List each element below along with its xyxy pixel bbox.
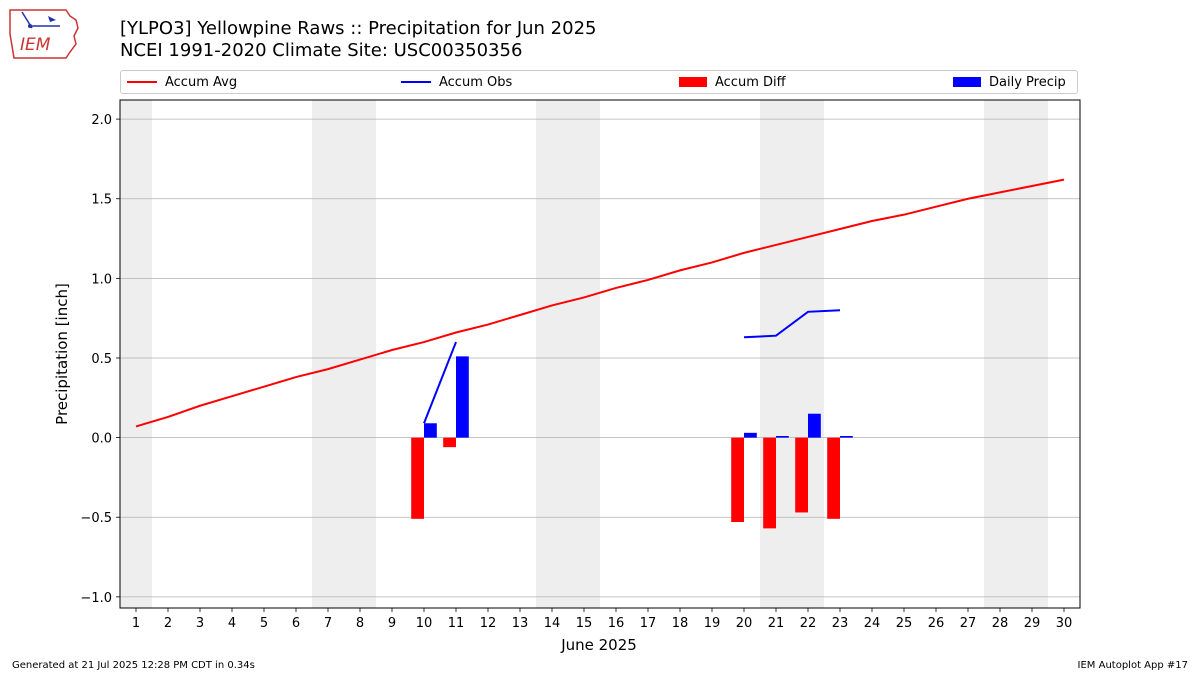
- xtick-label-17: 18: [672, 616, 689, 631]
- ytick-label-2: 0.0: [91, 432, 112, 447]
- x-axis-label: June 2025: [560, 636, 637, 654]
- legend-label: Daily Precip: [989, 74, 1066, 90]
- daily-precip-bar-23: [840, 436, 853, 438]
- weekend-band-0: [120, 100, 152, 608]
- xtick-label-9: 10: [416, 616, 433, 631]
- chart-subtitle: NCEI 1991-2020 Climate Site: USC00350356: [120, 40, 523, 61]
- legend-label: Accum Avg: [165, 74, 238, 90]
- accum-diff-bar-11: [443, 437, 456, 448]
- legend-swatch-accum-obs: [401, 81, 431, 83]
- xtick-label-24: 25: [896, 616, 913, 631]
- ytick-label-5: 1.5: [91, 193, 112, 208]
- weekend-band-4: [984, 100, 1048, 608]
- accum-diff-bar-21: [763, 437, 776, 529]
- xtick-label-13: 14: [544, 616, 561, 631]
- xtick-label-10: 11: [448, 616, 465, 631]
- xtick-label-8: 9: [388, 616, 396, 631]
- ytick-label-6: 2.0: [91, 113, 112, 128]
- daily-precip-bar-10: [424, 423, 437, 438]
- generated-timestamp: Generated at 21 Jul 2025 12:28 PM CDT in…: [12, 660, 255, 671]
- accum-diff-bar-23: [827, 437, 840, 519]
- xtick-label-21: 22: [800, 616, 817, 631]
- legend-label: Accum Diff: [715, 74, 786, 90]
- accum-diff-bar-10: [411, 437, 424, 519]
- xtick-label-22: 23: [832, 616, 849, 631]
- daily-precip-bar-20: [744, 432, 757, 438]
- weekend-band-1: [312, 100, 376, 608]
- legend-item-accum-avg: Accum Avg: [127, 71, 237, 93]
- legend-item-accum-diff: Accum Diff: [679, 71, 786, 93]
- accum-obs-line-1: [743, 309, 841, 339]
- logo-text: IEM: [20, 35, 51, 55]
- xtick-label-29: 30: [1056, 616, 1073, 631]
- xtick-label-5: 6: [292, 616, 300, 631]
- accum-avg-line: [135, 178, 1065, 428]
- xtick-label-25: 26: [928, 616, 945, 631]
- daily-precip-bar-22: [808, 413, 821, 438]
- ytick-label-3: 0.5: [91, 352, 112, 367]
- xtick-label-28: 29: [1024, 616, 1041, 631]
- xtick-label-19: 20: [736, 616, 753, 631]
- iowa-map-icon: IEM: [9, 9, 79, 59]
- chart-title: [YLPO3] Yellowpine Raws :: Precipitation…: [120, 18, 597, 39]
- xtick-label-6: 7: [324, 616, 332, 631]
- legend-label: Accum Obs: [439, 74, 513, 90]
- xtick-label-26: 27: [960, 616, 977, 631]
- ytick-label-1: −0.5: [80, 511, 112, 526]
- plot-frame: [119, 99, 1081, 609]
- legend-swatch-accum-avg: [127, 81, 157, 83]
- y-axis-label: Precipitation [inch]: [53, 283, 71, 425]
- legend-item-accum-obs: Accum Obs: [401, 71, 512, 93]
- accum-obs-line-0: [423, 341, 457, 424]
- accum-diff-bar-22: [795, 437, 808, 513]
- xtick-label-15: 16: [608, 616, 625, 631]
- xtick-label-12: 13: [512, 616, 529, 631]
- xtick-label-11: 12: [480, 616, 497, 631]
- xtick-label-20: 21: [768, 616, 785, 631]
- weekend-band-2: [536, 100, 600, 608]
- legend-item-daily-precip: Daily Precip: [953, 71, 1066, 93]
- legend-swatch-accum-diff: [679, 77, 707, 87]
- legend-swatch-daily-precip: [953, 77, 981, 87]
- daily-precip-bar-11: [456, 356, 469, 438]
- xtick-label-23: 24: [864, 616, 881, 631]
- weekend-band-3: [760, 100, 824, 608]
- xtick-label-1: 2: [164, 616, 172, 631]
- daily-precip-bar-21: [776, 436, 789, 438]
- legend: Accum Avg Accum Obs Accum Diff Daily Pre…: [120, 70, 1078, 94]
- xtick-label-3: 4: [228, 616, 236, 631]
- xtick-label-18: 19: [704, 616, 721, 631]
- ytick-label-0: −1.0: [80, 591, 112, 606]
- xtick-label-16: 17: [640, 616, 657, 631]
- xtick-label-27: 28: [992, 616, 1009, 631]
- xtick-label-4: 5: [260, 616, 268, 631]
- app-credit: IEM Autoplot App #17: [1077, 660, 1188, 671]
- ytick-label-4: 1.0: [91, 272, 112, 287]
- xtick-label-0: 1: [132, 616, 140, 631]
- xtick-label-2: 3: [196, 616, 204, 631]
- accum-diff-bar-20: [731, 437, 744, 523]
- xtick-label-14: 15: [576, 616, 593, 631]
- xtick-label-7: 8: [356, 616, 364, 631]
- iem-logo: IEM: [8, 6, 82, 60]
